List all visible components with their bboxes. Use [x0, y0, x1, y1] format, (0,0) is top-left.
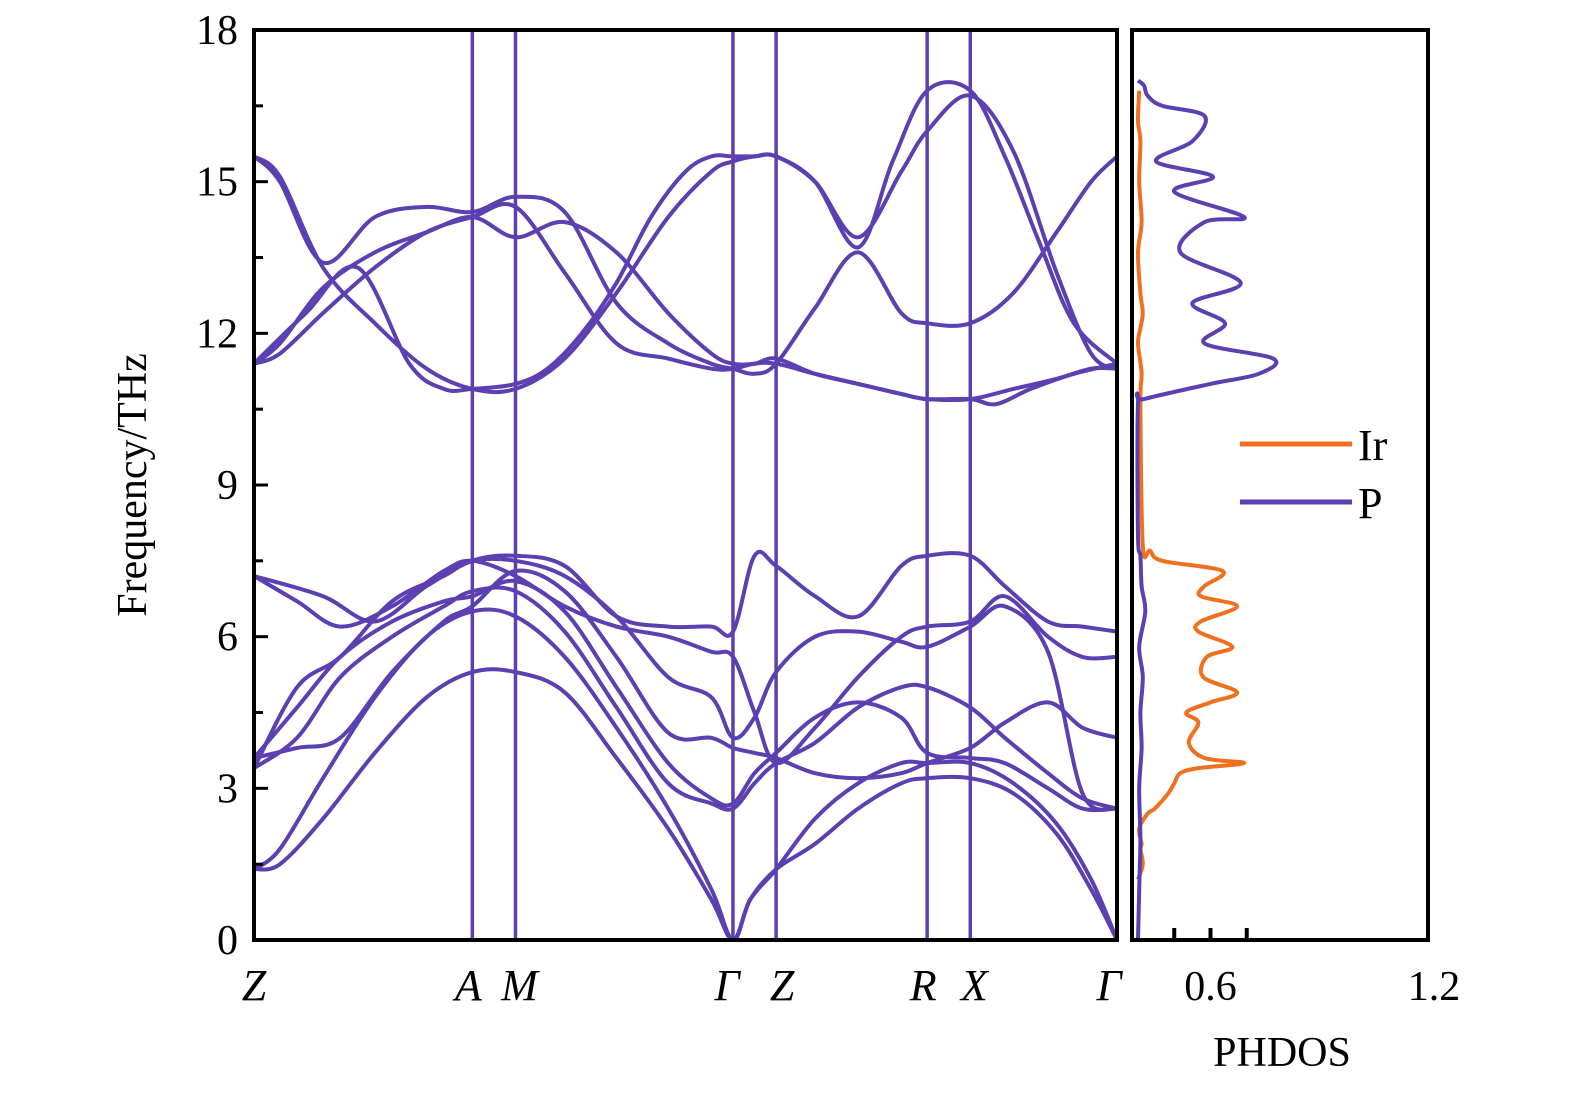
y-tick-label: 18	[196, 8, 238, 54]
band-line-band-11	[252, 154, 1119, 376]
band-line-band-3	[252, 585, 1119, 812]
band-line-band-8	[252, 549, 1119, 638]
band-line-band-10	[252, 215, 1119, 407]
legend-label: P	[1358, 479, 1382, 528]
band-line-band-5	[252, 568, 1119, 781]
band-line-band-2	[252, 607, 1119, 942]
band-line-band-7	[252, 558, 1119, 766]
kpoint-label: Z	[242, 961, 267, 1010]
phdos-plot-frame	[1130, 28, 1430, 942]
band-line-band-4	[252, 578, 1119, 813]
phdos-x-tick-label: 0.6	[1184, 964, 1237, 1010]
phdos-line-Ir	[1135, 90, 1247, 880]
band-line-band-1	[252, 667, 1119, 942]
band-line-band-13	[252, 80, 1119, 394]
band-plot-frame	[252, 28, 1119, 942]
band-line-band-9	[252, 202, 1119, 403]
y-tick-label: 3	[217, 766, 238, 812]
y-tick-label: 9	[217, 463, 238, 509]
phdos-x-tick-label: 1.2	[1408, 964, 1461, 1010]
y-axis-title: Frequency/THz	[110, 353, 156, 617]
kpoint-label: R	[909, 961, 937, 1010]
kpoint-label: A	[452, 961, 483, 1010]
phdos-x-axis-title: PHDOS	[1213, 1030, 1351, 1076]
high-symmetry-lines	[470, 30, 973, 940]
y-axis-ticks: 0 3 6 9 12 15 18	[196, 8, 268, 964]
legend-label: Ir	[1358, 421, 1388, 470]
band-series	[252, 80, 1119, 942]
y-tick-label: 12	[196, 311, 238, 357]
kpoint-label: Z	[770, 961, 795, 1010]
y-tick-label: 6	[217, 615, 238, 661]
phdos-x-ticks: 0.6 1.2	[1172, 928, 1461, 1010]
y-tick-label: 0	[217, 918, 238, 964]
kpoint-label: M	[500, 961, 540, 1010]
phdos-panel: 0.6 1.2 PHDOS Ir P	[1130, 28, 1461, 1076]
phdos-series	[1134, 78, 1279, 941]
kpoint-label: Γ	[1095, 961, 1123, 1010]
band-line-band-12	[252, 93, 1119, 395]
kpoint-label: Γ	[713, 961, 741, 1010]
phdos-line-P	[1134, 78, 1279, 941]
y-tick-label: 15	[196, 160, 238, 206]
legend: Ir P	[1240, 421, 1388, 528]
kpoint-label: X	[959, 961, 990, 1010]
